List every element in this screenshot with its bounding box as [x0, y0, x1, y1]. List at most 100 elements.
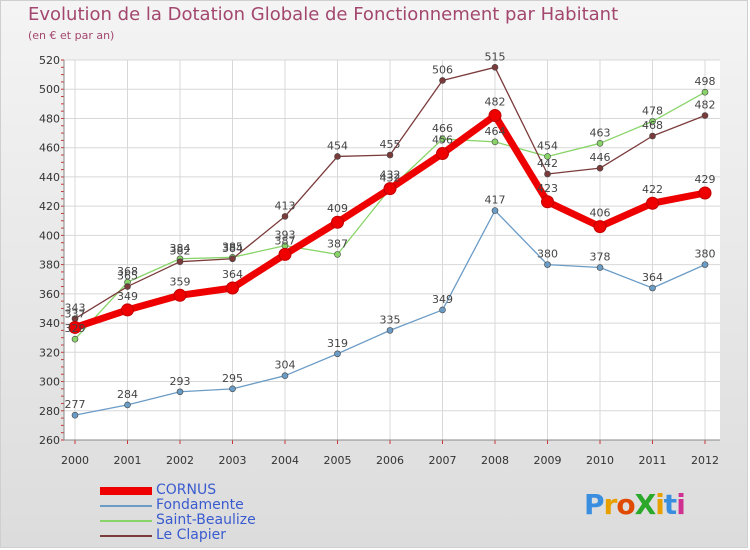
y-tick-label: 360 [39, 288, 60, 301]
data-point-le-clapier [701, 112, 709, 119]
data-point-fondamente [334, 350, 341, 358]
data-label-fondamente: 284 [117, 388, 138, 401]
data-label-fondamente: 335 [380, 313, 401, 326]
y-tick-label: 320 [39, 346, 60, 359]
data-label-cornus: 456 [432, 134, 453, 147]
data-label-le-clapier: 413 [275, 199, 296, 212]
legend-label: Fondamente [156, 497, 244, 513]
data-label-le-clapier: 506 [432, 63, 453, 76]
y-tick-label: 280 [39, 405, 60, 418]
data-label-fondamente: 378 [590, 251, 611, 264]
y-tick-label: 500 [39, 83, 60, 96]
x-tick-label: 2009 [534, 454, 562, 467]
data-label-saint-beaulize: 385 [222, 240, 243, 253]
data-point-le-clapier [386, 151, 394, 159]
data-label-le-clapier: 482 [695, 99, 716, 112]
data-label-le-clapier: 384 [222, 242, 243, 255]
x-tick-label: 2010 [586, 454, 614, 467]
data-label-cornus: 349 [117, 290, 138, 303]
legend-item-le-clapier: Le Clapier [100, 528, 256, 543]
y-tick-label: 420 [39, 200, 60, 213]
data-point-saint-beaulize [491, 138, 499, 146]
data-label-cornus: 422 [642, 183, 663, 196]
data-label-saint-beaulize: 368 [117, 265, 138, 278]
data-point-le-clapier [334, 153, 341, 160]
data-point-saint-beaulize [649, 118, 656, 125]
proxiti-logo: ProXiti [584, 488, 686, 521]
chart-title: Evolution de la Dotation Globale de Fonc… [28, 4, 619, 25]
data-label-fondamente: 380 [695, 248, 716, 261]
legend-swatch [100, 486, 152, 495]
data-point-cornus [331, 215, 344, 229]
data-point-fondamente [491, 207, 499, 214]
y-tick-label: 300 [39, 376, 60, 389]
data-point-cornus [436, 147, 449, 161]
data-label-saint-beaulize: 478 [642, 104, 663, 117]
data-point-fondamente [701, 261, 709, 268]
y-tick-label: 440 [39, 171, 60, 184]
data-label-fondamente: 417 [485, 194, 506, 207]
data-label-cornus: 359 [170, 275, 191, 288]
data-point-le-clapier [491, 64, 499, 71]
data-point-cornus [173, 288, 187, 302]
y-tick-label: 340 [39, 317, 60, 330]
data-label-le-clapier: 455 [380, 138, 401, 151]
data-point-fondamente [439, 306, 446, 314]
data-point-saint-beaulize [544, 153, 551, 160]
data-point-saint-beaulize [701, 88, 709, 96]
legend-swatch [100, 519, 152, 522]
data-label-saint-beaulize: 432 [380, 172, 401, 185]
data-point-cornus [646, 196, 659, 210]
legend-label: Saint-Beaulize [156, 512, 256, 528]
data-label-fondamente: 380 [537, 248, 558, 261]
data-label-cornus: 337 [65, 307, 86, 320]
data-point-fondamente [649, 284, 656, 292]
x-tick-label: 2005 [324, 454, 352, 467]
data-label-saint-beaulize: 498 [695, 75, 716, 88]
data-label-le-clapier: 468 [642, 119, 663, 132]
legend-item-cornus: CORNUS [100, 483, 256, 498]
data-label-cornus: 482 [485, 96, 506, 109]
data-point-fondamente [229, 385, 236, 393]
data-point-fondamente [176, 388, 184, 396]
legend-item-fondamente: Fondamente [100, 498, 256, 513]
data-point-cornus [278, 247, 292, 261]
legend: CORNUS Fondamente Saint-Beaulize Le Clapier [100, 483, 256, 543]
data-point-le-clapier [439, 77, 446, 84]
x-tick-label: 2011 [639, 454, 667, 467]
data-point-fondamente [386, 327, 394, 334]
x-tick-label: 2006 [376, 454, 404, 467]
y-tick-label: 460 [39, 142, 60, 155]
data-point-cornus [541, 195, 554, 209]
data-point-fondamente [544, 261, 551, 268]
x-tick-label: 2003 [219, 454, 247, 467]
legend-label: Le Clapier [156, 527, 227, 543]
data-label-cornus: 423 [537, 182, 558, 195]
data-point-cornus [698, 186, 712, 200]
x-tick-label: 2000 [61, 454, 89, 467]
data-label-saint-beaulize: 384 [170, 242, 191, 255]
data-point-cornus [68, 320, 82, 334]
data-point-le-clapier [229, 255, 236, 263]
data-label-saint-beaulize: 466 [432, 122, 453, 135]
plot-area [64, 60, 720, 440]
data-point-le-clapier [596, 164, 604, 172]
x-tick-label: 2002 [166, 454, 194, 467]
data-label-fondamente: 364 [642, 271, 663, 284]
data-label-saint-beaulize: 454 [537, 139, 558, 152]
data-label-le-clapier: 365 [117, 270, 138, 283]
data-point-le-clapier [176, 258, 184, 265]
data-label-cornus: 432 [380, 169, 401, 182]
data-label-fondamente: 349 [432, 293, 453, 306]
data-point-fondamente [281, 372, 289, 379]
data-label-le-clapier: 382 [170, 245, 191, 258]
data-label-le-clapier: 454 [327, 139, 348, 152]
data-label-le-clapier: 446 [590, 151, 611, 164]
data-label-cornus: 429 [695, 173, 716, 186]
y-tick-label: 520 [39, 54, 60, 67]
x-tick-label: 2001 [114, 454, 142, 467]
data-point-cornus [226, 281, 239, 295]
data-label-le-clapier: 515 [485, 50, 506, 63]
data-point-le-clapier [649, 132, 656, 140]
